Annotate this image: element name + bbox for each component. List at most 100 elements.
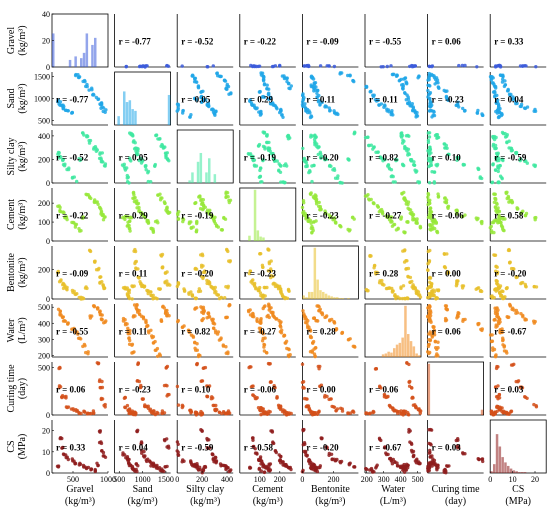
scatter-point-cement-vs-sand bbox=[139, 210, 143, 215]
scatter-point-cement-vs-siltyclay bbox=[216, 225, 220, 229]
scatter-point-water-vs-sand bbox=[159, 318, 163, 322]
y-tick-label: 0 bbox=[46, 469, 50, 478]
hist-bar-bentonite bbox=[308, 291, 311, 299]
scatter-point-bentonite-vs-curing bbox=[431, 288, 435, 292]
hist-bar-bentonite bbox=[324, 293, 328, 299]
scatter-point-cement-vs-curing bbox=[479, 220, 483, 224]
scatter-point-sand-vs-water bbox=[411, 105, 415, 109]
hist-bar-gravel bbox=[68, 59, 72, 67]
correlation-label-sand-cement: r = 0.29 bbox=[244, 95, 274, 105]
scatter-point-siltyclay-vs-cs bbox=[507, 146, 511, 150]
scatter-point-bentonite-vs-curing bbox=[445, 252, 449, 256]
scatter-point-siltyclay-vs-cs bbox=[503, 135, 508, 139]
scatter-point-curing-vs-bentonite bbox=[323, 393, 327, 398]
scatter-point-cement-vs-bentonite bbox=[314, 199, 318, 203]
scatter-point-siltyclay-vs-water bbox=[386, 163, 391, 167]
y-tick-label: 500 bbox=[38, 303, 50, 312]
scatter-point-siltyclay-vs-sand bbox=[131, 133, 135, 137]
x-tick-label: 200 bbox=[274, 475, 286, 484]
correlation-label-water-cement: r = -0.27 bbox=[244, 327, 277, 337]
hist-bar-cs bbox=[515, 471, 518, 473]
x-tick-label: 0 bbox=[300, 475, 304, 484]
hist-bar-water bbox=[395, 344, 399, 357]
hist-bar-gravel bbox=[85, 33, 89, 67]
scatter-point-siltyclay-vs-cs bbox=[524, 159, 528, 163]
correlation-label-sand-cs: r = 0.04 bbox=[494, 95, 524, 105]
x-axis-label-cement: (kg/m³) bbox=[253, 496, 283, 507]
scatter-point-water-vs-siltyclay bbox=[205, 316, 209, 320]
y-axis-label-bentonite: (kg/m³) bbox=[17, 257, 28, 287]
scatter-point-water-vs-cement bbox=[278, 324, 282, 328]
scatter-point-cs-vs-siltyclay bbox=[198, 465, 202, 469]
scatter-point-cement-vs-cs bbox=[489, 229, 494, 233]
scatter-point-bentonite-vs-water bbox=[401, 284, 406, 288]
scatter-point-bentonite-vs-curing bbox=[446, 271, 451, 275]
scatter-point-cement-vs-sand bbox=[131, 196, 135, 200]
scatter-point-cement-vs-sand bbox=[128, 215, 133, 219]
scatter-point-sand-vs-curing bbox=[433, 77, 438, 82]
scatter-point-gravel-vs-curing bbox=[430, 64, 434, 69]
scatter-point-gravel-vs-water bbox=[379, 65, 383, 69]
scatter-point-water-vs-gravel bbox=[86, 352, 90, 356]
scatter-point-curing-vs-siltyclay bbox=[175, 384, 180, 389]
scatter-point-cement-vs-water bbox=[390, 224, 395, 228]
scatter-point-cs-vs-cement bbox=[257, 457, 261, 462]
y-tick-label: 300 bbox=[38, 335, 50, 344]
scatter-point-water-vs-siltyclay bbox=[182, 324, 186, 328]
scatter-point-gravel-vs-sand bbox=[165, 64, 169, 68]
hist-bar-gravel bbox=[94, 37, 97, 67]
scatter-point-cs-vs-water bbox=[405, 462, 409, 466]
x-axis-label-bentonite: (kg/m³) bbox=[315, 496, 345, 507]
scatter-point-cement-vs-bentonite bbox=[314, 194, 318, 198]
hist-bar-cement bbox=[253, 189, 257, 241]
scatter-point-bentonite-vs-cs bbox=[523, 282, 527, 287]
scatter-point-siltyclay-vs-gravel bbox=[92, 147, 96, 151]
scatter-point-sand-vs-bentonite bbox=[301, 93, 305, 98]
scatter-point-cement-vs-siltyclay bbox=[198, 207, 203, 211]
scatter-point-cs-vs-sand bbox=[145, 459, 149, 464]
hist-bar-cs bbox=[521, 472, 524, 473]
scatter-point-cs-vs-water bbox=[375, 463, 379, 467]
scatter-point-cement-vs-cs bbox=[506, 196, 511, 200]
x-tick-label: 1000 bbox=[100, 475, 116, 484]
scatter-point-sand-vs-water bbox=[385, 107, 389, 111]
scatter-point-gravel-vs-water bbox=[385, 64, 389, 69]
scatter-point-sand-vs-cs bbox=[532, 109, 536, 113]
correlation-label-water-siltyclay: r = 0.82 bbox=[181, 327, 211, 337]
scatter-point-bentonite-vs-siltyclay bbox=[217, 296, 222, 301]
scatter-point-bentonite-vs-siltyclay bbox=[216, 293, 220, 297]
hist-bar-gravel bbox=[52, 33, 55, 67]
scatter-point-siltyclay-vs-water bbox=[379, 156, 383, 160]
scatter-point-sand-vs-bentonite bbox=[309, 75, 314, 79]
scatter-point-cement-vs-bentonite bbox=[302, 201, 306, 205]
scatter-point-water-vs-cs bbox=[501, 338, 505, 342]
hist-bar-gravel bbox=[91, 44, 94, 67]
scatter-point-cement-vs-bentonite bbox=[317, 200, 321, 205]
scatter-point-curing-vs-cs bbox=[489, 409, 494, 413]
diagonal-hist-frame-curing bbox=[427, 361, 485, 416]
scatter-point-siltyclay-vs-cement bbox=[273, 158, 277, 163]
correlation-label-cement-gravel: r = -0.22 bbox=[56, 211, 89, 221]
scatter-point-water-vs-gravel bbox=[103, 320, 107, 324]
scatter-point-water-vs-cement bbox=[262, 349, 267, 353]
scatter-point-bentonite-vs-sand bbox=[151, 296, 155, 300]
scatter-point-bentonite-vs-gravel bbox=[71, 290, 75, 295]
scatter-point-water-vs-cs bbox=[495, 312, 499, 317]
hist-bar-siltyclay bbox=[196, 161, 200, 183]
scatter-point-cs-vs-water bbox=[391, 457, 395, 462]
scatter-point-bentonite-vs-sand bbox=[127, 288, 132, 292]
scatter-point-siltyclay-vs-sand bbox=[140, 159, 145, 163]
scatter-point-sand-vs-siltyclay bbox=[225, 84, 229, 88]
scatter-point-sand-vs-cs bbox=[512, 97, 516, 101]
scatter-point-sand-vs-siltyclay bbox=[229, 91, 233, 95]
scatter-point-cement-vs-bentonite bbox=[312, 220, 316, 224]
hist-bar-gravel bbox=[74, 56, 77, 67]
scatter-point-sand-vs-siltyclay bbox=[175, 102, 180, 106]
scatter-point-curing-vs-cs bbox=[495, 409, 499, 413]
scatter-point-siltyclay-vs-water bbox=[406, 153, 410, 157]
scatter-point-cement-vs-sand bbox=[158, 198, 163, 202]
hist-bar-water bbox=[390, 352, 393, 357]
scatter-point-cs-vs-water bbox=[395, 464, 400, 468]
x-axis-label-curing: Curing time bbox=[432, 484, 481, 495]
